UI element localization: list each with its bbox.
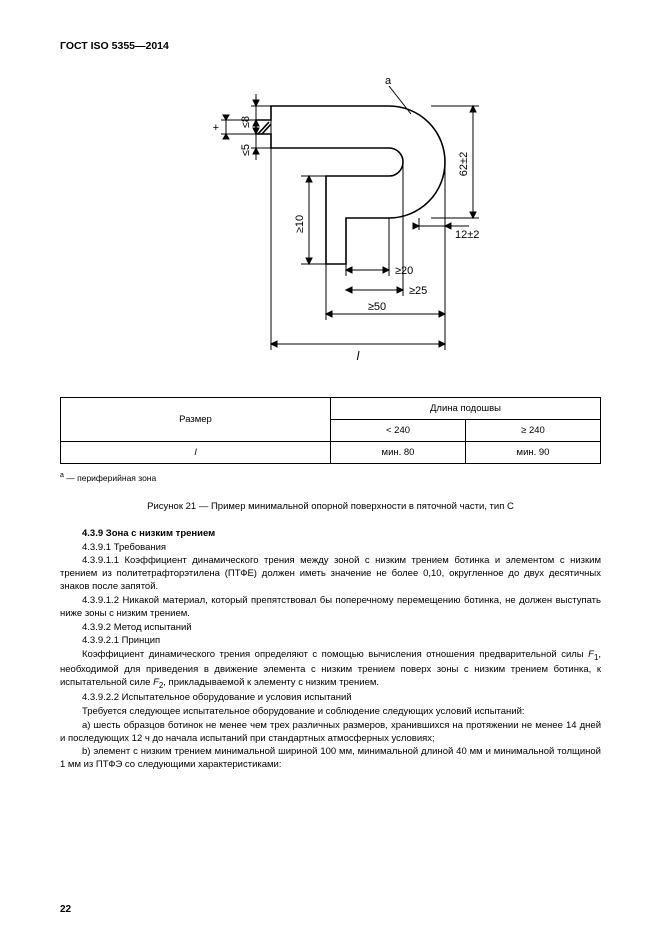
p-43912: 4.3.9.1.2 Никакой материал, который преп… [60,595,601,621]
p-4392: 4.3.9.2 Метод испытаний [60,622,601,635]
dim-top: ≤8 [240,116,252,128]
dim-62: 62±2 [458,152,470,176]
doc-header: ГОСТ ISO 5355—2014 [60,40,601,52]
label-a: a [385,75,392,87]
body-text: 4.3.9 Зона с низким трением 4.3.9.1 Треб… [60,528,601,772]
th-lt240: < 240 [331,420,466,442]
dim-20: ≥20 [395,265,413,277]
th-size: Размер [61,398,331,442]
technical-diagram: a ≤8 + [161,64,501,374]
figure-caption: Рисунок 21 — Пример минимальной опорной … [60,501,601,512]
dim-mid: ≥10 [294,215,306,233]
diagram-container: a ≤8 + [60,64,601,379]
footnote-a: a — периферийная зона [60,472,601,483]
page-number: 22 [60,904,71,915]
dim-50: ≥50 [367,301,385,313]
p-item-b: b) элемент с низким трением минимальной … [60,746,601,772]
val-min80: мин. 80 [331,442,466,464]
dim-gap: + [212,122,218,134]
p-4391: 4.3.9.1 Требования [60,542,601,555]
p-principle: Коэффициент динамического трения определ… [60,649,601,691]
dim-l: l [356,349,359,363]
p-43921: 4.3.9.2.1 Принцип [60,635,601,648]
heading-439: 4.3.9 Зона с низким трением [60,528,601,541]
p-equipment: Требуется следующее испытательное оборуд… [60,706,601,719]
p-43911: 4.3.9.1.1 Коэффициент динамического трен… [60,555,601,593]
p-item-a: a) шесть образцов ботинок не менее чем т… [60,720,601,746]
dim-gap-low: ≤5 [240,144,252,156]
val-min90: мин. 90 [466,442,601,464]
th-length: Длина подошвы [331,398,601,420]
p-43922: 4.3.9.2.2 Испытательное оборудование и у… [60,692,601,705]
th-ge240: ≥ 240 [466,420,601,442]
dim-12: 12±2 [455,229,479,241]
row-l: l [61,442,331,464]
dim-25: ≥25 [409,285,427,297]
spec-table: Размер Длина подошвы < 240 ≥ 240 l мин. … [60,397,601,464]
